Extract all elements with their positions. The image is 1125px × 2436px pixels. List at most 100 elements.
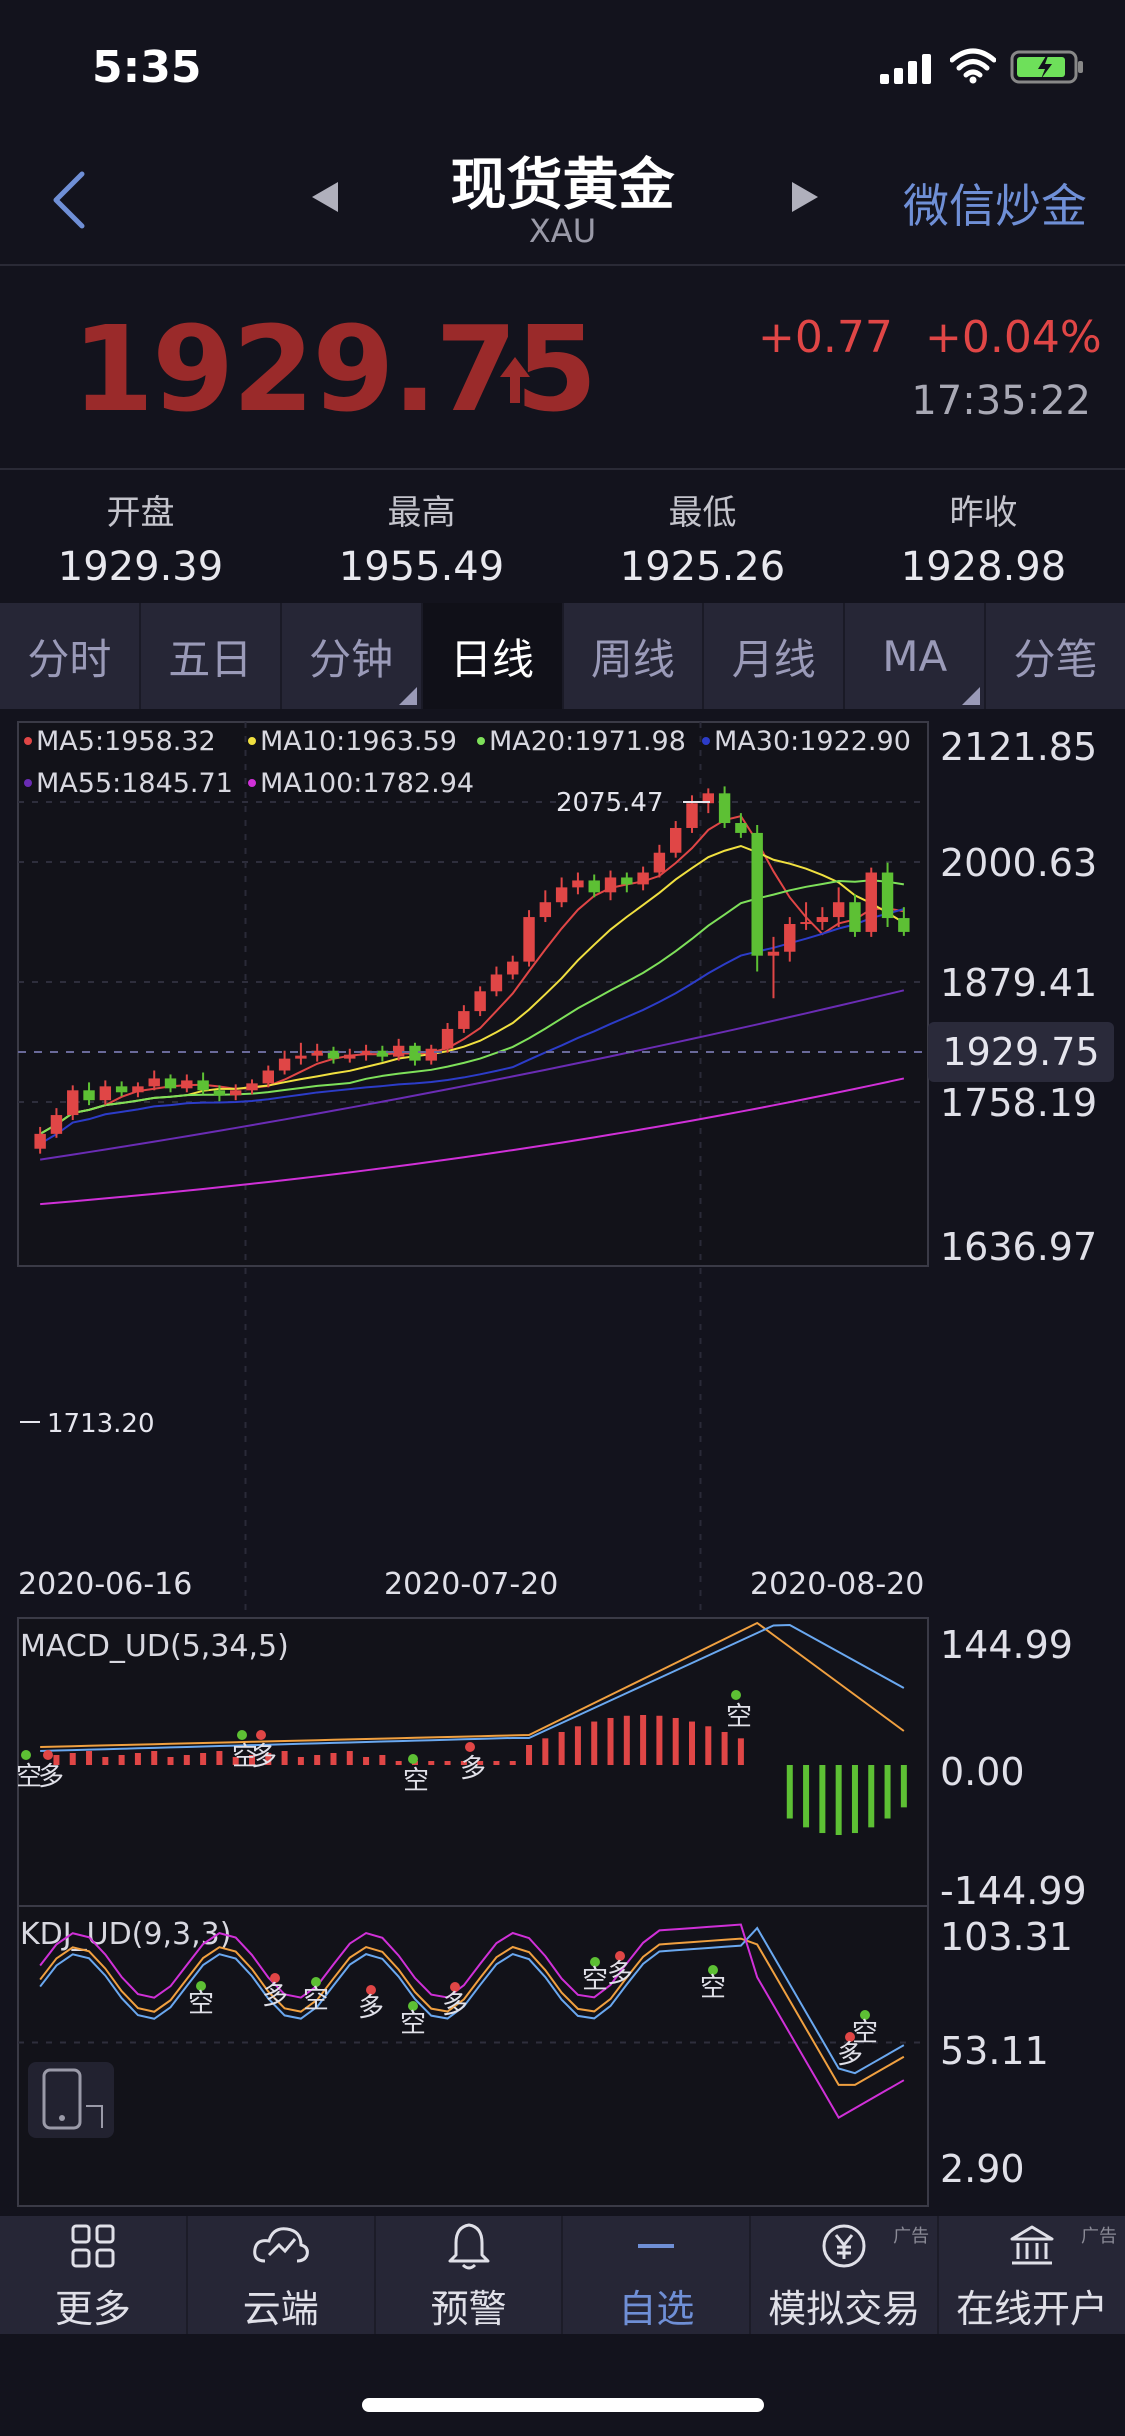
candle-body [653,852,666,873]
phone-rotate-icon [42,2068,82,2130]
macd-histogram-bar [868,1765,875,1828]
tab-five-day[interactable]: 五日 [141,603,282,709]
candle-body [262,1070,274,1084]
signal-dot [408,1754,418,1764]
macd-histogram-bar [737,1738,744,1765]
legend-dot [24,737,32,745]
macd-histogram-bar [526,1745,533,1765]
next-instrument-button[interactable] [790,180,820,214]
wechat-gold-link[interactable]: 微信炒金 [903,179,1087,233]
signal-marker: 多 [607,1959,633,1989]
macd-histogram-bar [444,1761,451,1765]
candle-body [474,991,486,1012]
chart-area[interactable]: MA5:1958.32 MA10:1963.59 MA20:1971.98 MA30:… [0,710,1125,2216]
prev-instrument-button[interactable] [310,180,340,214]
tab-label: 月线 [731,634,816,684]
divider [0,468,1125,470]
back-button[interactable] [40,160,100,240]
fullscreen-button[interactable] [28,2062,114,2138]
stat-label: 开盘 [106,493,175,533]
stat-value: 1925.26 [619,544,786,590]
candle-body [767,951,780,956]
macd-histogram-bar [819,1765,826,1834]
candle-body [344,1054,356,1059]
signal-marker: 空 [16,1762,42,1792]
ad-badge: 广告 [1080,2226,1117,2247]
candle-body [881,872,894,919]
signal-marker: 多 [251,1742,277,1772]
macd-dif-line [40,1621,905,1748]
tab-label: 分笔 [1013,634,1098,684]
candle-body [572,880,584,888]
tab-ticks[interactable]: 分笔 [986,603,1125,709]
candle-body [849,902,861,932]
signal-dot [860,2010,870,2020]
ma-legend: MA5:1958.32 MA10:1963.59 MA20:1971.98 MA30:… [24,726,911,799]
signal-dot [465,1742,475,1752]
tab-intraday[interactable]: 分时 [0,603,141,709]
nav-alerts[interactable]: 预警 [376,2216,564,2334]
nav-watchlist[interactable]: 自选 [563,2216,752,2334]
macd-histogram-bar [102,1757,109,1765]
legend-dot [24,779,32,787]
macd-histogram-bar [86,1751,93,1765]
candle-body [425,1048,437,1061]
ad-badge: 广告 [893,2226,930,2247]
macd-histogram-bar [151,1751,158,1765]
y-tick-label: 0.00 [940,1750,1025,1794]
signal-dot [615,1951,625,1961]
price-up-icon [500,357,530,403]
legend-label: MA55:1845.71 [36,768,233,799]
macd-histogram-bar [640,1715,647,1765]
tab-monthly[interactable]: 月线 [704,603,846,709]
signal-dot [311,1977,321,1987]
stat-open: 开盘 1929.39 [0,485,281,590]
ma-line [40,1077,905,1206]
signal-marker: 多 [460,1754,486,1784]
macd-histogram-bar [346,1751,353,1765]
status-time: 5:35 [92,42,202,93]
price-panel [17,721,929,1267]
nav-label: 云端 [242,2286,319,2331]
macd-histogram-bar [623,1715,630,1765]
signal-dot [237,1730,247,1740]
candle-body [735,823,747,833]
legend-label: MA20:1971.98 [489,726,686,757]
macd-histogram-bar [689,1721,695,1765]
nav-sim-trade[interactable]: 广告 模拟交易 [751,2216,940,2334]
macd-histogram-bar [167,1757,174,1765]
nav-more[interactable]: 更多 [0,2216,188,2334]
bottom-nav: 更多 云端 预警 自选 广告 模拟交易 广告 在线开户 [0,2216,1125,2334]
signal-marker: 多 [837,2040,863,2070]
candle-body [588,880,600,893]
candle-body [702,793,714,804]
macd-histogram-bar [330,1753,337,1765]
quote-time: 17:35:22 [911,378,1091,424]
signal-dot [731,1690,741,1700]
minus-icon [638,2243,675,2248]
signal-dot [366,1985,376,1995]
nav-cloud[interactable]: 云端 [188,2216,376,2334]
candle-body [115,1086,128,1093]
candlesticks [34,786,910,1154]
ma-line [39,989,905,1161]
legend-dot [248,779,256,787]
candle-body [800,922,812,925]
macd-histogram-bar [493,1761,500,1765]
macd-histogram-bar [118,1755,125,1765]
tab-minute[interactable]: 分钟 [282,603,423,709]
y-tick-label: 53.11 [940,2029,1049,2073]
candle-body [637,872,649,885]
macd-axis: 144.99 0.00 -144.99 [940,1623,1087,1913]
stat-low: 最低 1925.26 [562,485,843,590]
tab-weekly[interactable]: 周线 [564,603,705,709]
tab-indicator-ma[interactable]: MA [845,603,987,709]
nav-open-account[interactable]: 广告 在线开户 [939,2216,1125,2334]
signal-dot [408,2001,418,2011]
legend-dot [477,737,485,745]
bell-icon [448,2223,490,2269]
candle-body [50,1115,63,1134]
tab-daily[interactable]: 日线 [422,603,564,709]
candle-body [278,1058,291,1071]
macd-histogram-bar [721,1731,728,1765]
